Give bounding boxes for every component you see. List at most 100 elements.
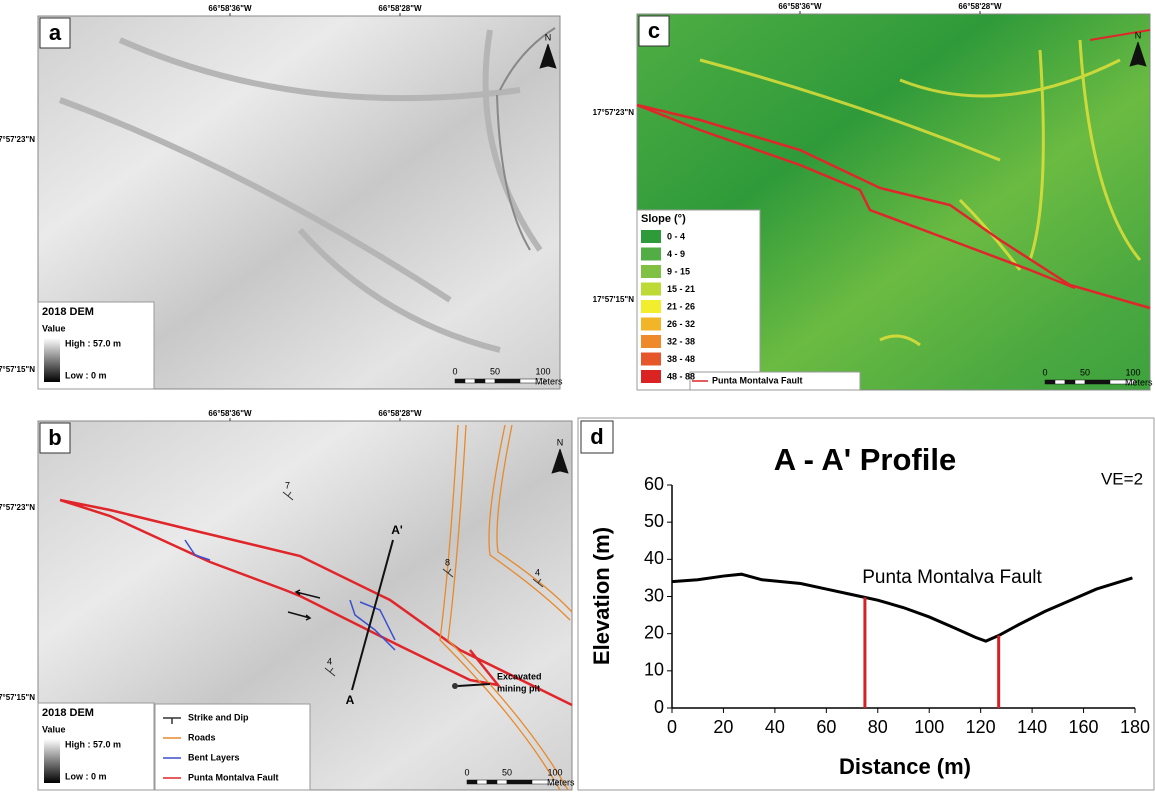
- x-tick-label: 40: [765, 717, 785, 737]
- panel-label: c: [648, 18, 660, 43]
- legend-label: 4 - 9: [667, 249, 685, 259]
- pit: [452, 683, 458, 689]
- fault-label: Punta Montalva Fault: [862, 567, 1042, 588]
- legend-label: Punta Montalva Fault: [712, 375, 803, 385]
- scale-segment: [497, 780, 507, 784]
- scale-label: 100: [535, 366, 550, 376]
- legend-label: Bent Layers: [188, 752, 240, 762]
- figure: a66°58'36"W66°58'28"W17°57'23"N17°57'15"…: [0, 0, 1155, 791]
- x-tick-label: 20: [713, 717, 733, 737]
- scale-segment: [455, 379, 465, 383]
- legend-swatch: [641, 300, 661, 313]
- longitude-label: 66°58'28"W: [378, 4, 422, 13]
- x-tick-label: 180: [1120, 717, 1150, 737]
- scale-label: 100: [547, 767, 562, 777]
- legend-label: Roads: [188, 732, 216, 742]
- section-label: A: [346, 693, 355, 707]
- legend-swatch: [641, 353, 661, 366]
- dip-label: 8: [445, 557, 450, 567]
- legend-label: 32 - 38: [667, 336, 695, 346]
- scale-segment: [477, 780, 487, 784]
- scale-segment: [1045, 380, 1055, 384]
- page: a66°58'36"W66°58'28"W17°57'23"N17°57'15"…: [0, 0, 1155, 791]
- legend-label: 26 - 32: [667, 319, 695, 329]
- legend-label: 9 - 15: [667, 266, 690, 276]
- longitude-label: 66°58'28"W: [378, 409, 422, 418]
- legend-swatch: [641, 370, 661, 383]
- latitude-label: 17°57'23"N: [593, 108, 635, 117]
- legend-title: 2018 DEM: [42, 707, 94, 719]
- longitude-label: 66°58'36"W: [778, 2, 822, 11]
- scale-label: 50: [502, 767, 512, 777]
- scale-label: 0: [452, 366, 457, 376]
- section-label: A': [391, 523, 403, 537]
- legend-subtitle: Value: [42, 724, 66, 734]
- dip-label: 4: [535, 567, 540, 577]
- legend-label: 0 - 4: [667, 231, 685, 241]
- pit-label: mining pit: [497, 683, 540, 693]
- y-tick-label: 20: [644, 622, 664, 642]
- north-label: N: [545, 32, 552, 42]
- legend-high: High : 57.0 m: [65, 739, 121, 749]
- latitude-label: 17°57'15"N: [593, 295, 635, 304]
- scale-segment: [465, 379, 475, 383]
- legend-swatch: [641, 230, 661, 243]
- longitude-label: 66°58'36"W: [208, 4, 252, 13]
- legend-low: Low : 0 m: [65, 370, 107, 380]
- scale-label: 50: [490, 366, 500, 376]
- scale-segment: [1075, 380, 1085, 384]
- x-axis-label: Distance (m): [839, 754, 971, 779]
- panel-label: b: [48, 425, 61, 450]
- scale-label: Meters: [547, 777, 575, 787]
- legend-swatch: [641, 283, 661, 296]
- scale-label: Meters: [1125, 377, 1153, 387]
- x-tick-label: 120: [966, 717, 996, 737]
- legend-title: 2018 DEM: [42, 306, 94, 318]
- scale-segment: [495, 379, 520, 383]
- x-tick-label: 0: [667, 717, 677, 737]
- y-tick-label: 0: [654, 697, 664, 717]
- legend-ramp: [44, 338, 60, 382]
- scale-label: Meters: [535, 376, 563, 386]
- scale-segment: [507, 780, 532, 784]
- dip-label: 7: [285, 480, 290, 490]
- pit-label: Excavated: [497, 671, 542, 681]
- legend-label: 21 - 26: [667, 301, 695, 311]
- scale-segment: [1085, 380, 1110, 384]
- scale-segment: [1055, 380, 1065, 384]
- scale-label: 0: [1042, 367, 1047, 377]
- y-tick-label: 10: [644, 660, 664, 680]
- panel-label: d: [590, 424, 603, 449]
- scale-segment: [467, 780, 477, 784]
- chart-title: A - A' Profile: [774, 442, 956, 477]
- annotation: VE=2: [1101, 469, 1143, 488]
- legend-label: 38 - 48: [667, 354, 695, 364]
- longitude-label: 66°58'36"W: [208, 409, 252, 418]
- legend-swatch: [641, 265, 661, 278]
- scale-label: 0: [464, 767, 469, 777]
- y-tick-label: 40: [644, 548, 664, 568]
- legend-label: 15 - 21: [667, 284, 695, 294]
- x-tick-label: 140: [1017, 717, 1047, 737]
- north-label: N: [1135, 30, 1142, 40]
- legend-swatch: [641, 248, 661, 261]
- legend-title: Slope (°): [641, 213, 686, 225]
- latitude-label: 17°57'15"N: [0, 693, 35, 702]
- scale-segment: [485, 379, 495, 383]
- legend-label: Strike and Dip: [188, 712, 249, 722]
- legend-low: Low : 0 m: [65, 771, 107, 781]
- latitude-label: 17°57'15"N: [0, 365, 35, 374]
- x-tick-label: 100: [914, 717, 944, 737]
- legend-high: High : 57.0 m: [65, 338, 121, 348]
- legend-subtitle: Value: [42, 323, 66, 333]
- legend-label: Punta Montalva Fault: [188, 772, 279, 782]
- scale-label: 100: [1125, 367, 1140, 377]
- scale-segment: [475, 379, 485, 383]
- latitude-label: 17°57'23"N: [0, 503, 35, 512]
- y-tick-label: 60: [644, 474, 664, 494]
- x-tick-label: 80: [868, 717, 888, 737]
- legend-swatch: [641, 335, 661, 348]
- scale-label: 50: [1080, 367, 1090, 377]
- legend-label: 48 - 88: [667, 371, 695, 381]
- y-tick-label: 50: [644, 511, 664, 531]
